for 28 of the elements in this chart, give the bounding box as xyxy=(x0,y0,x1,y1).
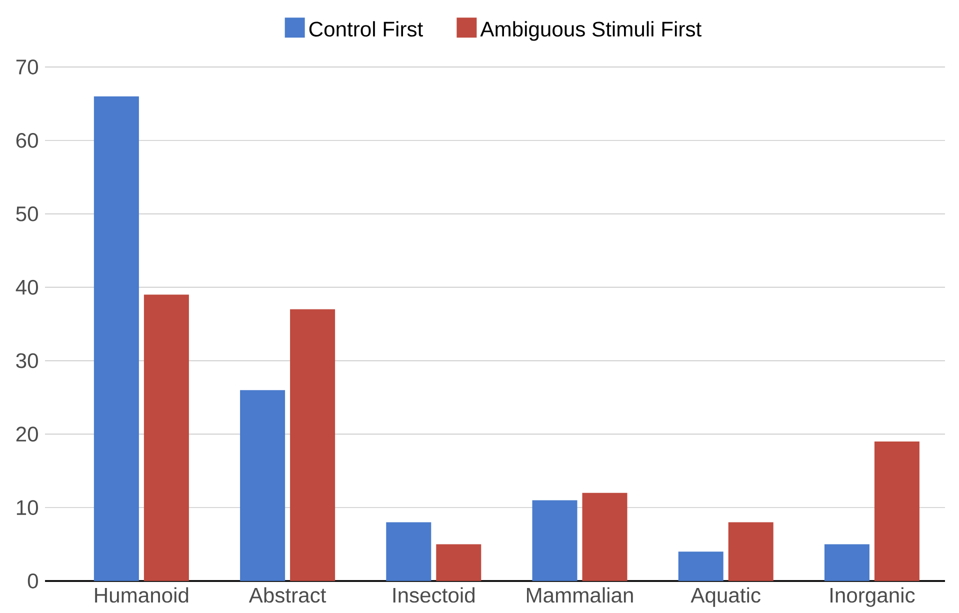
x-tick-label: Humanoid xyxy=(95,587,188,603)
bar xyxy=(728,522,774,581)
bar xyxy=(290,309,336,581)
bar xyxy=(240,390,286,581)
y-tick-label: 40 xyxy=(16,280,38,295)
y-tick-label: 70 xyxy=(16,60,38,74)
y-tick-label: 60 xyxy=(16,132,38,148)
bar xyxy=(582,492,628,581)
x-tick-label: Abstract xyxy=(248,587,326,603)
y-tick-label: 10 xyxy=(16,500,38,516)
x-tick-label: Insectoid xyxy=(393,587,474,603)
y-tick-label: 0 xyxy=(28,574,38,588)
y-tick-label: 30 xyxy=(16,353,38,368)
x-tick-label: Aquatic xyxy=(690,587,760,607)
bar xyxy=(386,522,432,581)
bar xyxy=(94,96,139,581)
bar xyxy=(824,544,870,581)
y-tick-label: 50 xyxy=(16,206,38,222)
legend-label: Ambiguous Stimuli First xyxy=(480,21,702,41)
bar xyxy=(678,552,724,581)
x-tick-label: Inorganic xyxy=(830,587,915,607)
bar xyxy=(144,294,189,581)
legend-label: Control First xyxy=(309,21,423,37)
x-tick-label: Mammalian xyxy=(526,587,633,603)
bar xyxy=(436,544,482,581)
bar xyxy=(532,500,578,581)
y-tick-label: 20 xyxy=(16,426,38,442)
bar xyxy=(874,441,920,581)
